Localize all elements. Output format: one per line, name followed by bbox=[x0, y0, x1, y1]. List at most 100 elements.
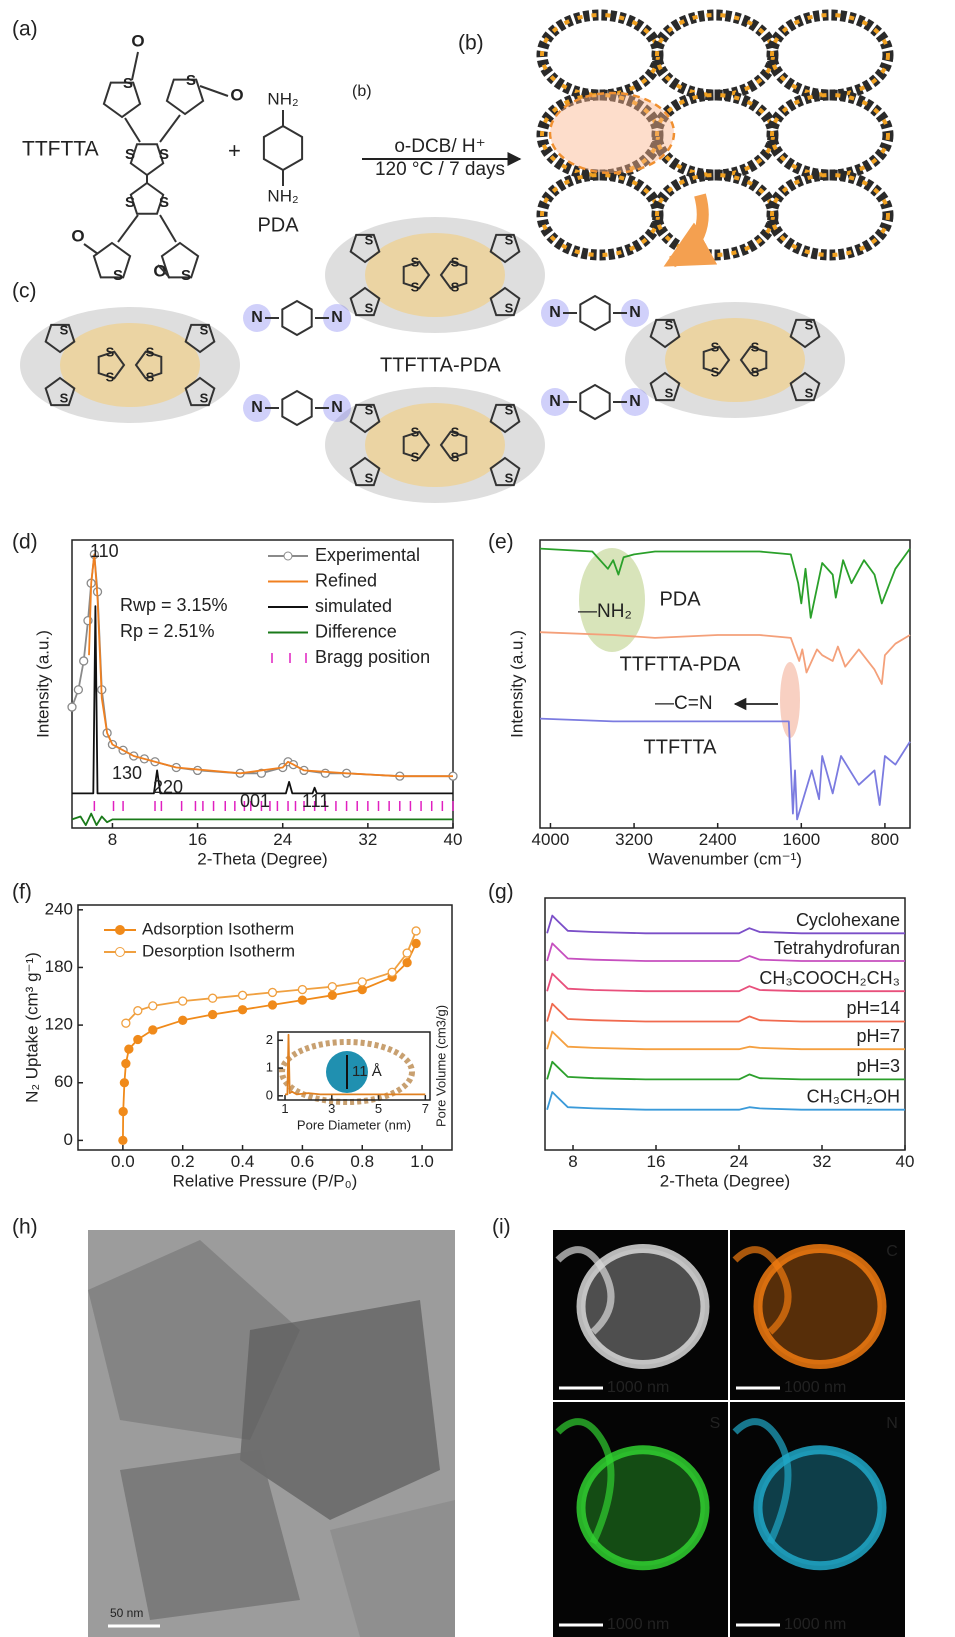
ring bbox=[134, 350, 163, 380]
pore-highlight bbox=[548, 91, 676, 175]
bond bbox=[159, 214, 177, 243]
bond bbox=[157, 264, 171, 279]
ring bbox=[402, 430, 431, 460]
bond bbox=[124, 117, 141, 143]
x-tick-label: 0.4 bbox=[231, 1152, 255, 1171]
amine: NH₂ bbox=[267, 89, 298, 108]
element-label: C bbox=[886, 1243, 898, 1260]
x-tick-label: 32 bbox=[813, 1152, 832, 1171]
series-label: Tetrahydrofuran bbox=[774, 938, 900, 958]
y-tick-label: 0 bbox=[64, 1130, 73, 1149]
atom-label: S bbox=[665, 317, 674, 332]
ring bbox=[702, 345, 731, 375]
data-point bbox=[124, 1044, 134, 1054]
framework-ring bbox=[651, 9, 779, 101]
plot-frame bbox=[77, 904, 453, 1151]
atom-label: S bbox=[665, 385, 674, 400]
atom-label: N bbox=[629, 304, 641, 321]
atom-label: S bbox=[411, 254, 420, 269]
legend-label: Difference bbox=[315, 621, 397, 641]
x-tick-label: 0.2 bbox=[171, 1152, 195, 1171]
series-label: TTFTTA-PDA bbox=[620, 653, 741, 675]
atom-label: N bbox=[331, 399, 343, 416]
data-line bbox=[546, 1091, 905, 1111]
atom-label: S bbox=[125, 194, 135, 211]
atom-label: S bbox=[805, 385, 814, 400]
y-axis-label: N₂ Uptake (cm³ g⁻¹) bbox=[22, 952, 41, 1103]
x-tick-label: 4000 bbox=[532, 830, 570, 849]
data-point bbox=[118, 1106, 128, 1117]
data-point bbox=[121, 1058, 131, 1069]
x-tick-label: 40 bbox=[444, 830, 463, 849]
framework-ring bbox=[536, 169, 664, 261]
atom-label: O bbox=[71, 226, 84, 245]
amine: NH₂ bbox=[267, 186, 298, 205]
scale-bar-label: 1000 nm bbox=[784, 1379, 846, 1396]
series-label: Cyclohexane bbox=[796, 910, 900, 930]
thiophene bbox=[789, 318, 821, 349]
data-point bbox=[133, 1034, 143, 1045]
framework-ring bbox=[766, 9, 894, 101]
vdw-cloud bbox=[625, 302, 845, 418]
atom-label: S bbox=[200, 322, 209, 337]
data-point bbox=[148, 1001, 158, 1011]
benzene bbox=[579, 383, 611, 421]
data-point bbox=[237, 1005, 248, 1015]
plot-frame bbox=[539, 539, 911, 829]
thiophene bbox=[349, 286, 381, 317]
atom-label: S bbox=[411, 279, 420, 294]
vdw-cloud bbox=[325, 217, 545, 333]
benzene bbox=[262, 124, 304, 172]
data-point bbox=[207, 993, 218, 1003]
highlight bbox=[780, 662, 800, 738]
framework-ring bbox=[770, 13, 890, 97]
y-axis-label: Intensity (a.u.) bbox=[33, 630, 52, 738]
y-axis-label: Intensity (a.u.) bbox=[507, 630, 526, 738]
zoom-arrow bbox=[663, 193, 718, 268]
atom-label: S bbox=[505, 470, 514, 485]
thiophene bbox=[44, 323, 76, 354]
data-point bbox=[267, 987, 278, 998]
eds-signal bbox=[732, 1246, 792, 1335]
sulfur-cloud bbox=[665, 318, 805, 402]
x-tick-label: 1.0 bbox=[410, 1152, 434, 1171]
thiophene bbox=[184, 323, 216, 354]
legend-label: Bragg position bbox=[315, 647, 430, 667]
atom-label: S bbox=[505, 300, 514, 315]
product-label: TTFTTA-PDA bbox=[380, 354, 501, 376]
data-point bbox=[133, 1006, 143, 1016]
legend-label: Adsorption Isotherm bbox=[142, 919, 294, 938]
data-point bbox=[121, 1018, 131, 1028]
series-label: PDA bbox=[659, 588, 701, 610]
x-tick-label: 5 bbox=[375, 1101, 382, 1116]
x-axis-label: 2-Theta (Degree) bbox=[197, 849, 327, 868]
compound-label: PDA bbox=[257, 214, 299, 236]
ring bbox=[739, 345, 768, 375]
element-label: N bbox=[886, 1415, 898, 1432]
eds-signal bbox=[581, 1248, 705, 1365]
atom-label: O bbox=[131, 31, 144, 50]
series-label: CH₃COOCH₂CH₃ bbox=[759, 968, 900, 988]
atom-label: S bbox=[451, 449, 460, 464]
data-point bbox=[402, 957, 412, 968]
atom-label: S bbox=[365, 300, 374, 315]
framework-ring bbox=[770, 93, 890, 177]
n-glow bbox=[541, 388, 569, 416]
thiophene bbox=[489, 233, 521, 264]
y-tick-label: 2 bbox=[266, 1032, 273, 1047]
thiophene bbox=[649, 371, 681, 402]
legend-label: simulated bbox=[315, 596, 392, 616]
y-tick-label: 60 bbox=[54, 1072, 73, 1091]
eds-signal bbox=[758, 1248, 882, 1365]
x-tick-label: 0.8 bbox=[350, 1152, 374, 1171]
atom-label: S bbox=[751, 364, 760, 379]
thiophene bbox=[349, 403, 381, 434]
x-tick-label: 3200 bbox=[615, 830, 653, 849]
fit-stat: Rp = 2.51% bbox=[120, 621, 215, 641]
x-tick-label: 16 bbox=[188, 830, 207, 849]
atom-label: N bbox=[549, 393, 561, 410]
x-tick-label: 3 bbox=[328, 1101, 335, 1116]
data-point bbox=[411, 938, 421, 949]
eds-signal bbox=[753, 1445, 887, 1571]
